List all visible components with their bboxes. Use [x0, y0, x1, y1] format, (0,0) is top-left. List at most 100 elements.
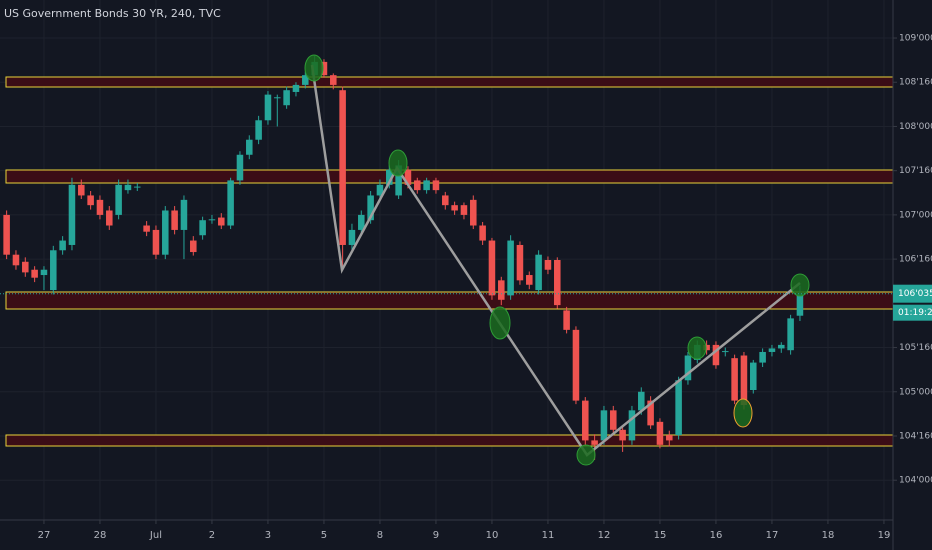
resistance-zone	[5, 169, 894, 184]
y-tick-label: 106'160	[899, 255, 932, 265]
candle-body	[283, 90, 290, 106]
candle-body	[227, 180, 234, 226]
candle-body	[591, 440, 598, 445]
support-zone	[5, 291, 894, 310]
x-tick-label: 3	[265, 530, 271, 541]
candle-body	[526, 275, 533, 285]
candle-body	[507, 240, 514, 296]
y-tick-label: 109'000	[899, 34, 932, 44]
candle-body	[218, 217, 225, 226]
candle-body	[190, 240, 197, 253]
candle-body	[274, 97, 281, 99]
x-tick-label: 10	[486, 530, 499, 541]
candle-body	[320, 61, 328, 76]
candle-body	[759, 351, 766, 363]
candles	[3, 55, 804, 460]
candle-body	[722, 351, 729, 353]
candle-body	[740, 355, 748, 406]
candle-body	[404, 169, 412, 185]
candle-body	[3, 214, 10, 255]
candle-body	[600, 410, 608, 441]
candle-body	[731, 358, 738, 401]
candle-body	[59, 240, 66, 251]
candle-body	[358, 214, 365, 230]
y-tick-label: 108'000	[899, 122, 932, 132]
candle-body	[787, 318, 794, 351]
candle-body	[134, 186, 141, 188]
candle-body	[498, 280, 505, 300]
y-tick-label: 104'160	[899, 431, 932, 441]
candle-body	[68, 184, 76, 245]
x-tick-label: 27	[38, 530, 51, 541]
candle-body	[50, 250, 57, 291]
candle-body	[432, 180, 440, 191]
chart-title: US Government Bonds 30 YR, 240, TVC	[4, 7, 221, 20]
y-tick-label: 108'160	[899, 78, 932, 88]
marker	[576, 444, 596, 466]
candle-body	[162, 210, 169, 255]
candle-body	[796, 293, 804, 316]
candle-body	[488, 240, 496, 296]
candle-body	[264, 94, 272, 121]
marker	[687, 336, 707, 360]
candle-body	[712, 344, 720, 366]
candle-body	[339, 90, 346, 245]
candle-body	[40, 269, 48, 276]
x-tick-label: 19	[878, 530, 891, 541]
candle-body	[22, 261, 29, 273]
candle-body	[180, 199, 188, 230]
marker	[790, 273, 810, 297]
candle-body	[199, 220, 206, 236]
resistance-zone	[5, 76, 894, 88]
candle-body	[656, 421, 664, 445]
candle-body	[78, 184, 85, 196]
candle-body	[535, 254, 542, 291]
y-tick-label: 107'160	[899, 166, 932, 176]
candle-body	[684, 355, 692, 381]
x-tick-label: 15	[654, 530, 667, 541]
candle-body	[554, 260, 561, 306]
x-tick-label: 12	[598, 530, 611, 541]
candle-body	[768, 348, 776, 352]
x-tick-label: 9	[433, 530, 439, 541]
candle-body	[236, 154, 244, 181]
candle-body	[582, 400, 589, 441]
candle-body	[610, 410, 617, 430]
x-tick-label: 2	[209, 530, 215, 541]
candle-body	[96, 199, 104, 215]
candle-body	[479, 225, 486, 241]
candle-body	[143, 225, 150, 232]
candle-body	[470, 199, 477, 226]
candle-body	[619, 429, 626, 441]
candle-body	[460, 205, 468, 215]
candle-body	[414, 180, 421, 191]
marker	[388, 149, 408, 177]
candle-body	[563, 310, 570, 330]
candle-body	[647, 400, 654, 426]
axes: 109'000 108'160 108'000 107'160 107'000 106'1…	[0, 34, 932, 541]
candle-body	[638, 391, 645, 411]
candle-body	[703, 344, 710, 351]
candle-body	[750, 362, 757, 390]
last-price-label: 106'035	[898, 289, 932, 299]
support-zone	[5, 434, 894, 447]
candle-body	[292, 84, 300, 92]
candle-body	[12, 254, 20, 266]
marker	[489, 306, 511, 340]
candle-body	[171, 210, 178, 230]
candle-body	[516, 244, 524, 281]
candle-body	[330, 75, 337, 85]
candle-body	[152, 229, 160, 255]
candle-body	[367, 195, 374, 221]
candle-body	[124, 184, 132, 191]
candle-body	[255, 120, 262, 140]
marker	[304, 54, 324, 82]
candle-body	[666, 435, 673, 441]
y-tick-label: 104'000	[899, 476, 932, 486]
y-tick-label: 105'160	[899, 343, 932, 353]
x-tick-label: 5	[321, 530, 327, 541]
x-tick-label: 11	[542, 530, 555, 541]
candle-body	[544, 260, 552, 270]
candle-body	[208, 219, 216, 221]
